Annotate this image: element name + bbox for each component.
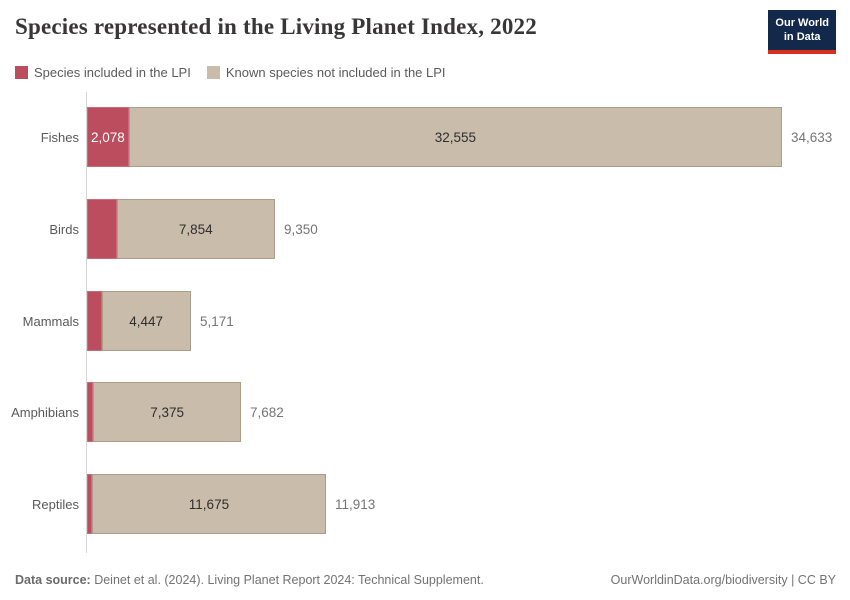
- chart-title: Species represented in the Living Planet…: [15, 14, 537, 39]
- data-source-note: Data source: Deinet et al. (2024). Livin…: [15, 573, 484, 587]
- bar-total-label: 9,350: [284, 221, 318, 237]
- owid-logo-line2: in Data: [783, 31, 821, 44]
- bar-value-label: 7,375: [150, 404, 185, 420]
- category-label: Amphibians: [11, 404, 79, 420]
- legend-item-1: Known species not included in the LPI: [206, 65, 446, 80]
- legend-swatch-icon: [206, 66, 220, 79]
- bar-segment-not-included[interactable]: 4,447: [101, 291, 191, 351]
- bar-total-label: 5,171: [200, 313, 234, 329]
- bar-segment-included[interactable]: [87, 199, 117, 259]
- stacked-bar: 7,375: [87, 382, 242, 442]
- bar-total-label: 7,682: [250, 404, 284, 420]
- legend-label: Species included in the LPI: [34, 65, 191, 80]
- legend-label: Known species not included in the LPI: [225, 65, 446, 80]
- bar-segment-included[interactable]: [87, 474, 92, 534]
- bar-segment-included[interactable]: [87, 382, 94, 442]
- legend-swatch-icon: [15, 66, 28, 79]
- legend-item-0: Species included in the LPI: [15, 65, 191, 80]
- owid-logo-line1: Our World: [775, 17, 829, 29]
- data-source-text: Deinet et al. (2024). Living Planet Repo…: [90, 573, 484, 587]
- owid-logo[interactable]: Our World in Data: [768, 10, 836, 54]
- bar-value-label: 32,555: [434, 129, 476, 145]
- bar-segment-not-included[interactable]: 11,675: [91, 474, 327, 534]
- bar-segment-not-included[interactable]: 32,555: [128, 107, 782, 167]
- owid-url-link[interactable]: OurWorldinData.org/biodiversity | CC BY: [610, 573, 836, 587]
- bar-segment-included[interactable]: [87, 291, 102, 351]
- bar-segment-not-included[interactable]: 7,375: [93, 382, 242, 442]
- bar-value-label: 2,078: [90, 129, 125, 145]
- bar-value-label: 11,675: [188, 496, 230, 512]
- bar-segment-included[interactable]: 2,078: [87, 107, 129, 167]
- chart-footer: Data source: Deinet et al. (2024). Livin…: [15, 573, 836, 587]
- bar-row-mammals: Mammals 4,447 5,171: [0, 291, 850, 351]
- bar-row-fishes: Fishes 2,078 32,555 34,633: [0, 107, 850, 167]
- stacked-bar: 4,447: [87, 291, 191, 351]
- bar-row-reptiles: Reptiles 11,675 11,913: [0, 474, 850, 534]
- category-label: Fishes: [40, 129, 79, 145]
- bar-value-label: 7,854: [178, 221, 213, 237]
- bar-total-label: 34,633: [791, 129, 833, 145]
- bar-row-birds: Birds 7,854 9,350: [0, 199, 850, 259]
- bar-row-amphibians: Amphibians 7,375 7,682: [0, 382, 850, 442]
- data-source-label: Data source:: [15, 573, 91, 587]
- stacked-bar: 2,078 32,555: [87, 107, 782, 167]
- bar-total-label: 11,913: [335, 496, 376, 512]
- chart-legend: Species included in the LPI Known species…: [15, 65, 446, 80]
- category-label: Reptiles: [32, 496, 79, 512]
- bar-chart: Fishes 2,078 32,555 34,633 Birds 7,854 9,350 Ma…: [0, 92, 850, 554]
- bar-segment-not-included[interactable]: 7,854: [117, 199, 275, 259]
- bar-value-label: 4,447: [129, 313, 163, 329]
- y-axis-line: [86, 92, 87, 553]
- stacked-bar: 11,675: [87, 474, 327, 534]
- category-label: Mammals: [22, 313, 79, 329]
- stacked-bar: 7,854: [87, 199, 275, 259]
- category-label: Birds: [49, 221, 79, 237]
